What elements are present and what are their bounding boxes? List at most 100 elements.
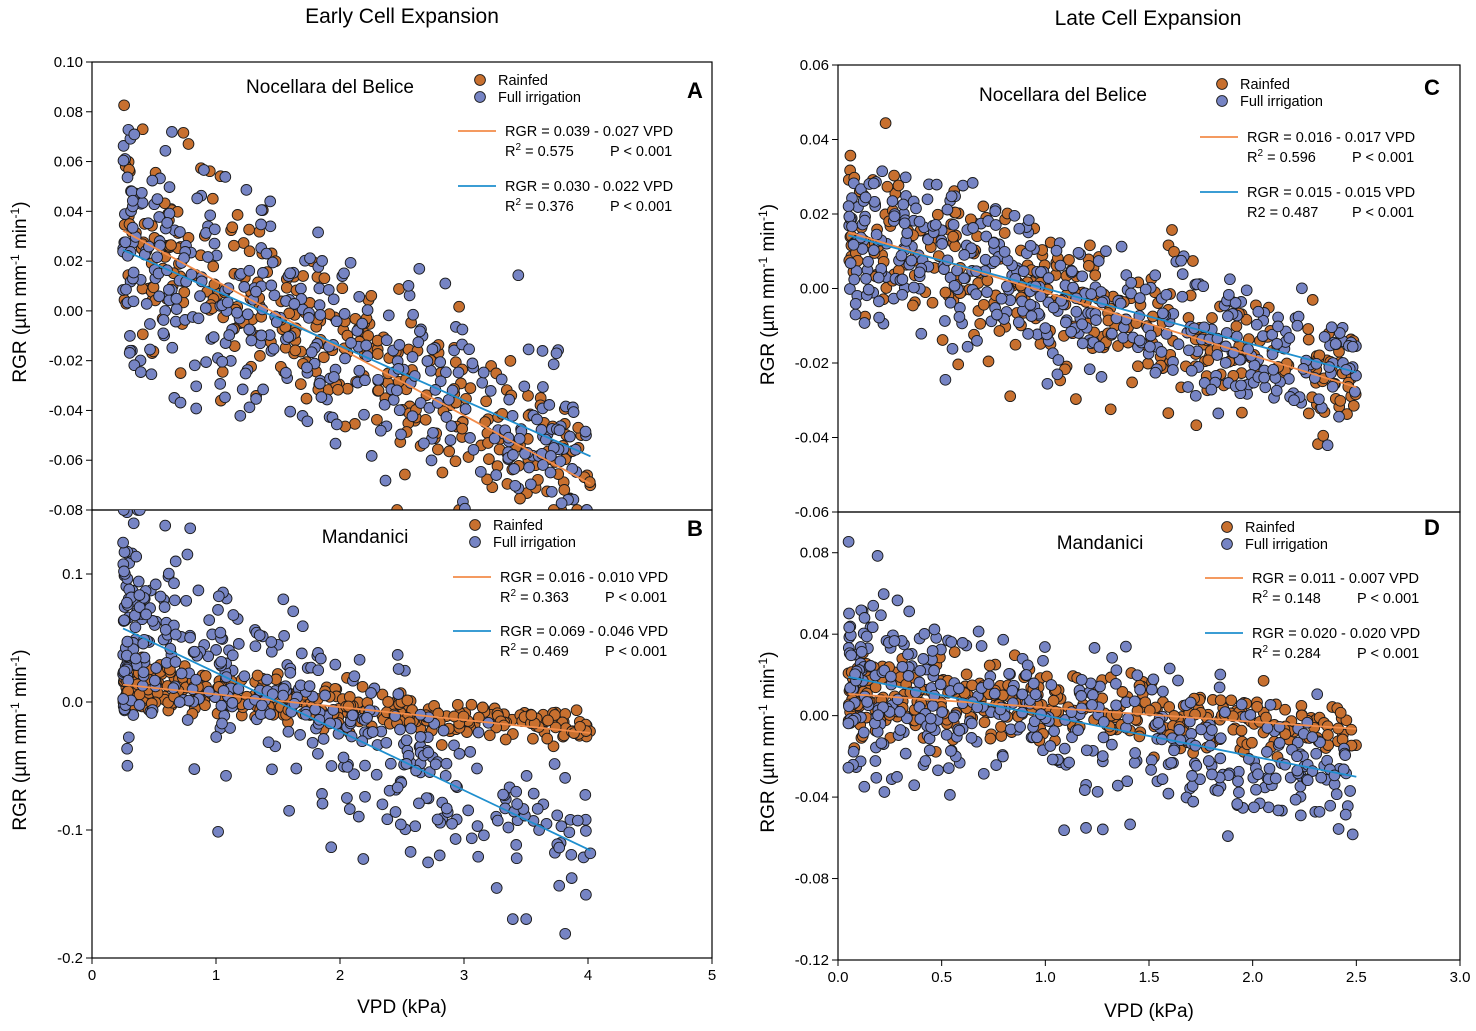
data-point	[953, 311, 966, 323]
data-point	[207, 260, 220, 273]
legend-marker	[1216, 95, 1228, 107]
data-point	[344, 256, 357, 269]
data-point	[360, 339, 373, 352]
y-tick-label: -0.04	[795, 430, 829, 447]
data-point	[1017, 265, 1030, 278]
data-point	[983, 659, 996, 672]
data-point	[923, 732, 936, 745]
data-point	[953, 682, 965, 695]
data-point	[1100, 245, 1112, 257]
data-point	[1329, 338, 1342, 350]
data-point	[476, 701, 489, 714]
data-point	[215, 699, 228, 712]
data-point	[391, 504, 403, 510]
data-point	[451, 698, 464, 711]
data-point	[1163, 701, 1176, 713]
data-point	[392, 688, 405, 700]
x-axis-label: VPD (kPa)	[357, 997, 447, 1018]
data-point	[435, 739, 448, 751]
data-point	[287, 605, 300, 618]
data-point	[581, 504, 593, 510]
data-point	[464, 432, 476, 444]
data-point	[1315, 771, 1328, 784]
p-value: P < 0.001	[610, 144, 672, 160]
data-point	[1133, 334, 1146, 347]
data-point	[300, 392, 313, 405]
data-point	[382, 309, 395, 322]
data-point	[146, 174, 159, 187]
data-point	[1039, 641, 1051, 653]
data-point	[1205, 383, 1218, 396]
data-point	[126, 221, 139, 234]
data-point	[870, 771, 883, 784]
data-point	[531, 413, 543, 426]
data-point	[1213, 681, 1226, 694]
p-value: P < 0.001	[605, 590, 667, 606]
data-point	[359, 790, 371, 803]
data-point	[1152, 716, 1165, 729]
data-point	[846, 220, 858, 233]
data-point	[899, 171, 912, 184]
data-point	[917, 653, 930, 665]
y-tick-label: -0.04	[795, 789, 829, 806]
data-point	[207, 331, 220, 343]
data-point	[1183, 715, 1196, 728]
data-point	[1009, 338, 1022, 351]
data-point	[1326, 380, 1339, 393]
regression-equation: RGR = 0.030 - 0.022 VPD	[505, 179, 673, 195]
data-point	[866, 621, 879, 634]
data-point	[346, 709, 359, 722]
data-point	[1121, 775, 1134, 788]
data-point	[1014, 721, 1026, 733]
data-point	[497, 788, 509, 801]
fit-line-full-irrigation	[122, 249, 591, 458]
data-point	[414, 325, 426, 338]
data-point	[564, 430, 576, 443]
data-point	[1174, 734, 1187, 747]
data-point	[1012, 316, 1025, 329]
data-point	[871, 550, 884, 562]
data-point	[312, 226, 324, 239]
data-point	[547, 504, 560, 510]
data-point	[474, 465, 487, 478]
data-point	[399, 468, 411, 481]
y-tick-label: 0.06	[54, 154, 83, 171]
data-point	[1134, 292, 1146, 304]
data-point	[858, 317, 871, 329]
scatter-points	[842, 117, 1362, 452]
data-point	[1283, 332, 1296, 344]
data-point	[391, 649, 404, 661]
data-point	[1070, 305, 1083, 318]
data-point	[345, 337, 357, 349]
data-point	[512, 269, 525, 282]
y-tick-label: 0.00	[800, 708, 829, 725]
data-point	[1294, 809, 1307, 822]
data-point	[283, 804, 295, 817]
data-point	[137, 666, 150, 679]
data-point	[1334, 706, 1347, 719]
data-point	[867, 177, 880, 190]
data-point	[117, 693, 130, 705]
y-axis-label: RGR (µm mm-1 min-1)	[756, 204, 779, 385]
data-point	[1112, 340, 1124, 352]
data-point	[1075, 673, 1088, 686]
data-point	[1050, 244, 1063, 257]
data-point	[1082, 259, 1095, 272]
data-point	[1020, 669, 1033, 681]
data-point	[869, 755, 882, 767]
series-full-irrigation	[117, 510, 597, 940]
x-tick-label: 0.0	[828, 969, 849, 986]
data-point	[313, 377, 326, 390]
data-point	[202, 251, 214, 263]
data-point	[1317, 429, 1330, 442]
data-point	[151, 251, 163, 264]
data-point	[965, 242, 978, 255]
data-point	[886, 195, 899, 207]
data-point	[278, 630, 290, 642]
data-point	[1222, 310, 1234, 323]
data-point	[891, 771, 903, 783]
data-point	[849, 308, 862, 321]
data-point	[555, 820, 568, 833]
data-point	[467, 443, 480, 456]
data-point	[947, 711, 960, 724]
